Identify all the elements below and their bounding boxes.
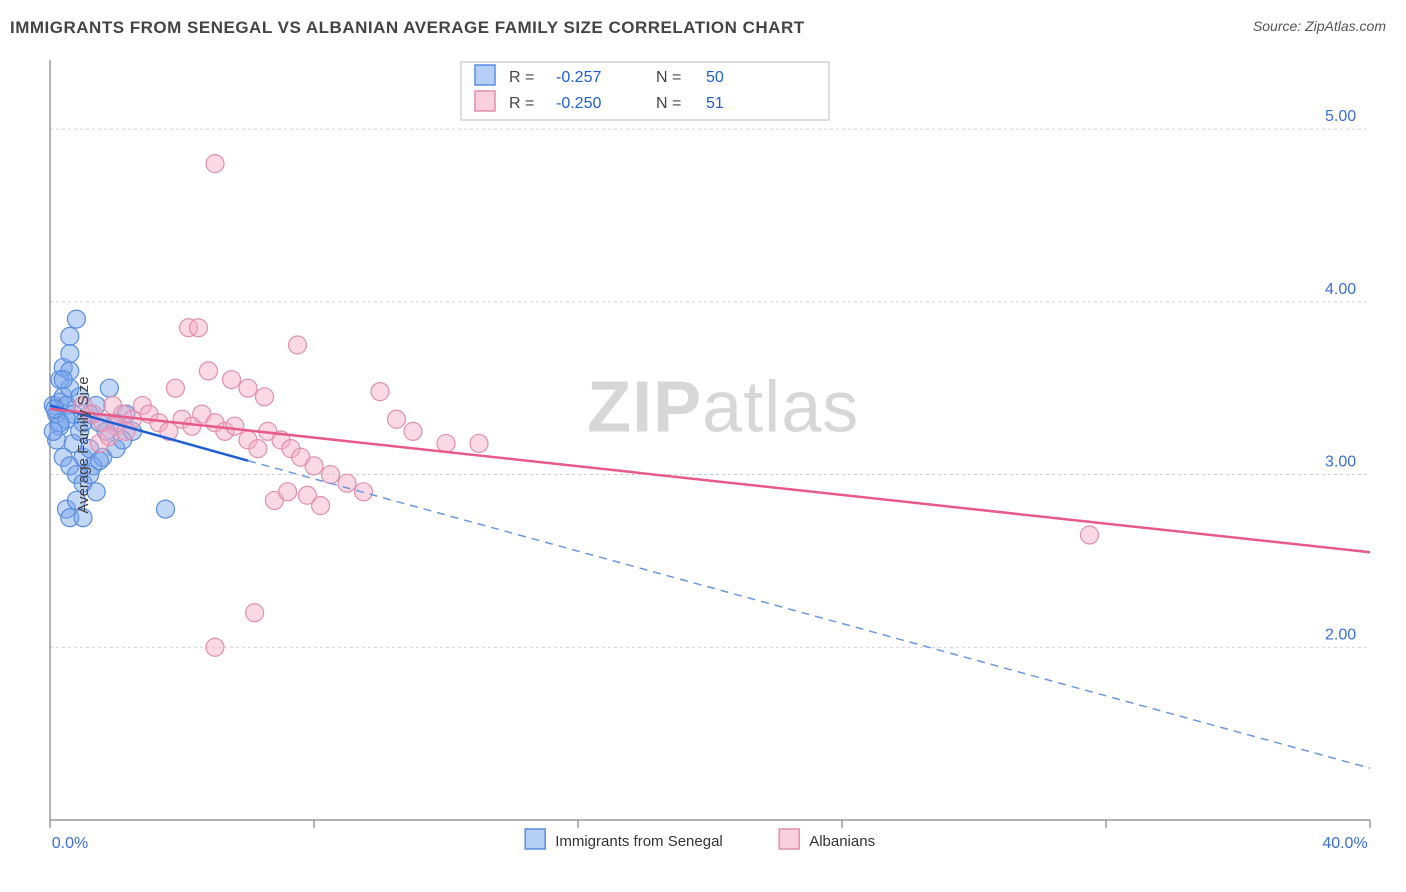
legend-r-value: -0.250 — [556, 95, 601, 112]
correlation-chart: 2.00 3.00 4.00 5.00 ZIPatlas 0.0% 40.0% R = -0.2… — [25, 50, 1385, 890]
albanian-point — [256, 388, 274, 406]
albanian-point — [206, 638, 224, 656]
axis-legend-swatch — [779, 829, 799, 849]
albanian-point — [206, 155, 224, 173]
svg-text:2.00: 2.00 — [1325, 626, 1356, 643]
albanian-point — [279, 483, 297, 501]
legend-swatch — [475, 65, 495, 85]
albanian-point — [470, 434, 488, 452]
svg-text:3.00: 3.00 — [1325, 454, 1356, 471]
legend-r-label: R = — [509, 95, 534, 112]
senegal-point — [91, 452, 109, 470]
albanian-point — [404, 422, 422, 440]
albanian-point — [437, 434, 455, 452]
albanian-point — [166, 379, 184, 397]
legend-r-value: -0.257 — [556, 69, 601, 86]
albanian-point — [388, 410, 406, 428]
legend-n-value: 50 — [706, 69, 724, 86]
albanian-point — [239, 379, 257, 397]
albanian-point — [322, 466, 340, 484]
albanian-point — [223, 371, 241, 389]
albanian-point — [305, 457, 323, 475]
source-attribution: Source: ZipAtlas.com — [1253, 18, 1386, 34]
albanian-point — [371, 383, 389, 401]
senegal-point — [67, 310, 85, 328]
header: IMMIGRANTS FROM SENEGAL VS ALBANIAN AVER… — [0, 0, 1406, 42]
svg-text:ZIPatlas: ZIPatlas — [587, 367, 859, 447]
senegal-point — [44, 422, 62, 440]
albanian-point — [1081, 526, 1099, 544]
albanian-point — [289, 336, 307, 354]
legend-r-label: R = — [509, 69, 534, 86]
chart-container: Average Family Size 2.00 3.00 4.00 5.00 ZIPa… — [25, 50, 1385, 840]
y-axis-label: Average Family Size — [75, 376, 92, 513]
svg-text:40.0%: 40.0% — [1322, 835, 1367, 852]
svg-text:5.00: 5.00 — [1325, 108, 1356, 125]
axis-legend-swatch — [525, 829, 545, 849]
svg-text:0.0%: 0.0% — [52, 835, 88, 852]
legend-n-label: N = — [656, 69, 681, 86]
svg-text:4.00: 4.00 — [1325, 281, 1356, 298]
legend-n-value: 51 — [706, 95, 724, 112]
axis-legend-label: Immigrants from Senegal — [555, 833, 723, 850]
albanian-point — [249, 440, 267, 458]
legend-swatch — [475, 91, 495, 111]
legend-n-label: N = — [656, 95, 681, 112]
albanian-point — [338, 474, 356, 492]
senegal-trend-extrapolation — [248, 461, 1370, 768]
albanian-point — [190, 319, 208, 337]
senegal-point — [54, 371, 72, 389]
albanian-point — [246, 604, 264, 622]
senegal-point — [100, 379, 118, 397]
axis-legend-label: Albanians — [809, 833, 875, 850]
albanian-point — [312, 497, 330, 515]
senegal-point — [61, 327, 79, 345]
albanian-point — [226, 417, 244, 435]
albanian-point — [199, 362, 217, 380]
albanian-point — [100, 428, 118, 446]
senegal-point — [61, 345, 79, 363]
senegal-point — [157, 500, 175, 518]
chart-title: IMMIGRANTS FROM SENEGAL VS ALBANIAN AVER… — [10, 18, 805, 38]
